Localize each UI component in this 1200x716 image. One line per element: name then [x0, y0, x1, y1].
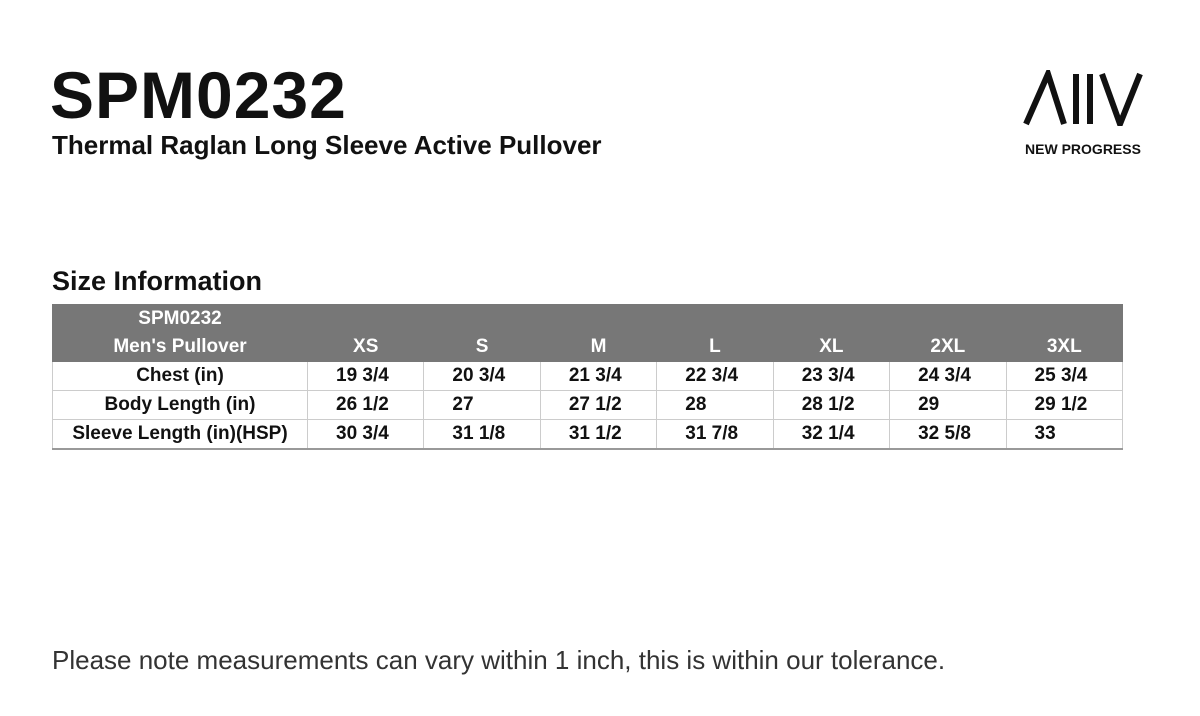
measurement: 31 1/2 — [539, 419, 658, 450]
measurement: 33 — [1005, 419, 1124, 450]
size-header: L — [656, 304, 774, 362]
measurement: 28 1/2 — [772, 390, 891, 420]
measurement: 31 1/8 — [423, 419, 541, 450]
measurement: 24 3/4 — [889, 361, 1007, 391]
measurement: 22 3/4 — [656, 361, 774, 391]
product-name: Thermal Raglan Long Sleeve Active Pullov… — [52, 130, 602, 160]
table-row: Body Length (in) 26 1/2 27 27 1/2 28 28 1/2 29… — [52, 390, 1124, 420]
table-row: Chest (in) 19 3/4 20 3/4 21 3/4 22 3/4 23 3/4… — [52, 361, 1124, 391]
row-label: Sleeve Length (in)(HSP) — [52, 419, 308, 450]
size-header: XS — [306, 304, 425, 362]
corner-line: Men's Pullover — [113, 336, 247, 357]
measurement: 29 1/2 — [1005, 390, 1124, 420]
measurement: 27 1/2 — [539, 390, 658, 420]
product-code: SPM0232 — [50, 58, 347, 132]
measurement: 29 — [889, 390, 1007, 420]
measurement: 28 — [656, 390, 774, 420]
measurement: 27 — [423, 390, 541, 420]
measurement: 25 3/4 — [1005, 361, 1124, 391]
size-header: 3XL — [1005, 304, 1124, 362]
measurement: 19 3/4 — [306, 361, 425, 391]
header-row: SPM0232 Men's Pullover XS S M L XL 2XL 3XL — [52, 304, 1124, 362]
corner-line: SPM0232 — [138, 308, 222, 329]
brand-logo — [1023, 70, 1143, 126]
measurement: 21 3/4 — [539, 361, 658, 391]
measurement: 26 1/2 — [306, 390, 425, 420]
size-table: SPM0232 Men's Pullover XS S M L XL 2XL 3XL Ches… — [52, 304, 1124, 450]
measurement: 30 3/4 — [306, 419, 425, 450]
row-label: Chest (in) — [52, 361, 308, 391]
measurement: 32 1/4 — [772, 419, 891, 450]
measurement: 31 7/8 — [656, 419, 774, 450]
section-title: Size Information — [52, 266, 263, 296]
size-header: XL — [772, 304, 891, 362]
size-header: M — [539, 304, 658, 362]
measurement: 23 3/4 — [772, 361, 891, 391]
row-label: Body Length (in) — [52, 390, 308, 420]
size-header: S — [423, 304, 541, 362]
measurement: 32 5/8 — [889, 419, 1007, 450]
measurement: 20 3/4 — [423, 361, 541, 391]
corner-cell: SPM0232 Men's Pullover — [52, 304, 308, 362]
brand-name: NEW PROGRESS — [1025, 141, 1141, 157]
footnote: Please note measurements can vary within… — [52, 645, 946, 675]
table-row: Sleeve Length (in)(HSP) 30 3/4 31 1/8 31 1/… — [52, 419, 1124, 450]
size-header: 2XL — [889, 304, 1007, 362]
table-body: Chest (in) 19 3/4 20 3/4 21 3/4 22 3/4 23 3/4… — [52, 361, 1124, 450]
